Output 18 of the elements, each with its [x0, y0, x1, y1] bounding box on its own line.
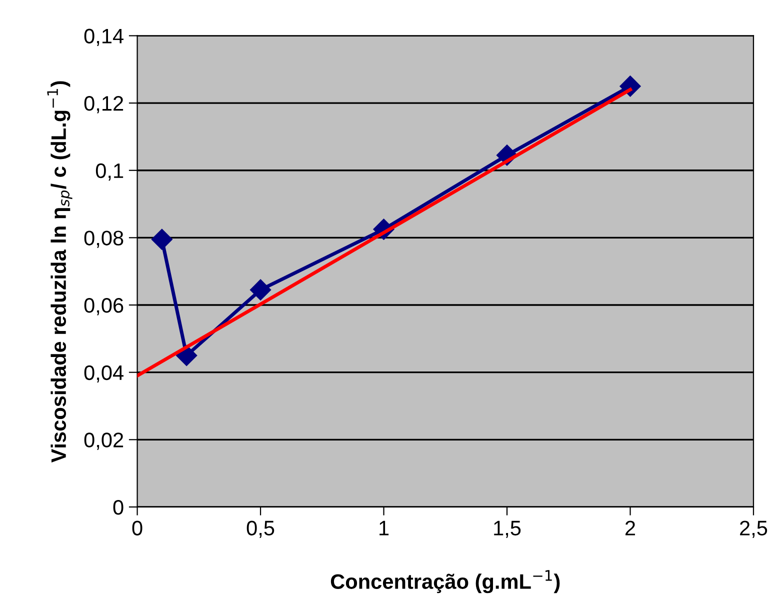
y-tick-label: 0,08: [84, 230, 124, 248]
y-tick-label: 0,02: [84, 432, 124, 450]
x-tick-label: 2: [625, 520, 635, 536]
y-tick-label: 0,12: [84, 96, 124, 114]
y-tick-label: 0,14: [84, 28, 124, 46]
x-tick-label: 2,5: [740, 520, 768, 538]
x-tick-label: 0: [132, 520, 142, 536]
x-tick-label: 0,5: [246, 520, 274, 538]
y-axis-title: Viscosidade reduzida ln η$_{sp}$/ c (dL.g$^{−1}$): [47, 81, 72, 463]
y-tick-label: 0,06: [84, 298, 124, 316]
y-tick-label: 0,1: [96, 163, 124, 181]
y-tick-label: 0: [113, 500, 124, 515]
x-tick-label: 1,5: [494, 520, 521, 538]
point: [250, 279, 272, 300]
x-axis-title: Concentração (g.mL$^{−1}$): [330, 570, 560, 594]
point: [151, 228, 172, 250]
y-tick-label: 0,04: [84, 365, 124, 383]
x-tick-label: 1: [380, 520, 389, 536]
